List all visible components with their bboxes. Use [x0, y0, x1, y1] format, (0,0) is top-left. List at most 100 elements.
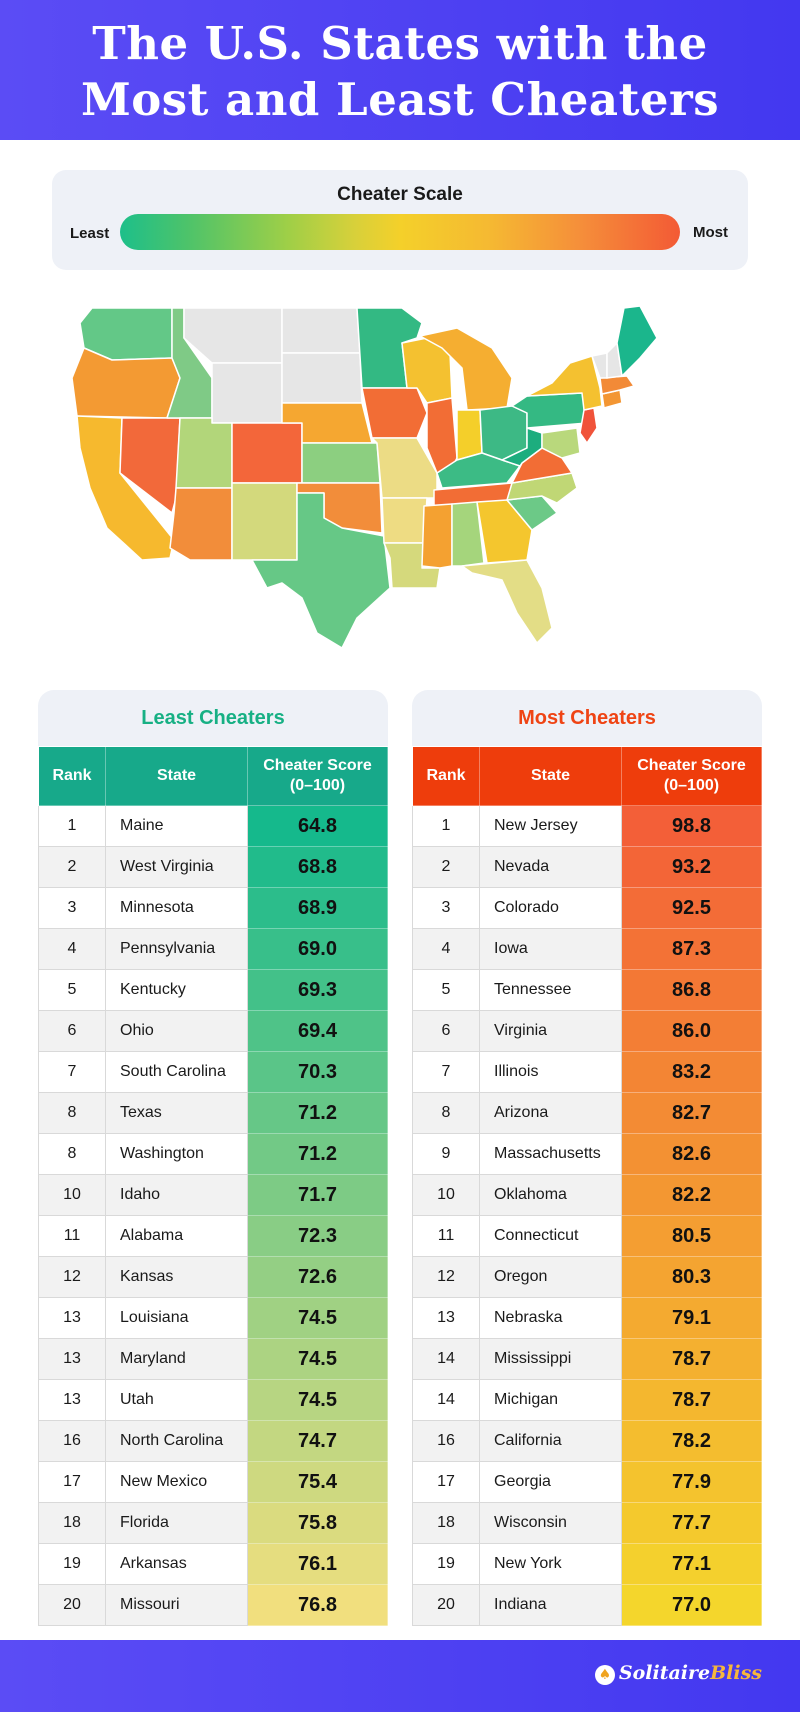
- table-row: 10 Idaho 71.7: [38, 1174, 388, 1216]
- state-kansas: [301, 442, 381, 484]
- state-florida: [461, 559, 553, 644]
- score-cell: 74.7: [247, 1420, 388, 1462]
- rank-cell: 8: [38, 1092, 106, 1134]
- rank-cell: 10: [412, 1174, 480, 1216]
- state-cell: Florida: [105, 1502, 248, 1544]
- rank-cell: 19: [38, 1543, 106, 1585]
- score-column-header: Cheater Score (0–100): [247, 746, 388, 806]
- title-line-2: Most and Least Cheaters: [80, 73, 720, 126]
- state-cell: Texas: [105, 1092, 248, 1134]
- table-row: 13 Louisiana 74.5: [38, 1297, 388, 1339]
- rank-cell: 4: [412, 928, 480, 970]
- table-row: 5 Tennessee 86.8: [412, 969, 762, 1011]
- table-row: 17 Georgia 77.9: [412, 1461, 762, 1503]
- state-arkansas: [381, 497, 428, 544]
- table-row: 14 Mississippi 78.7: [412, 1338, 762, 1380]
- state-georgia: [476, 499, 533, 564]
- score-cell: 74.5: [247, 1379, 388, 1421]
- least-cheaters-panel: Least Cheaters Rank State Cheater Score …: [38, 690, 388, 1626]
- state-cell: Missouri: [105, 1584, 248, 1626]
- score-cell: 78.2: [621, 1420, 762, 1462]
- state-cell: Colorado: [479, 887, 622, 929]
- least-cheaters-heading: Least Cheaters: [38, 690, 388, 746]
- score-header-line-1: Cheater Score: [263, 757, 372, 774]
- table-row: 4 Iowa 87.3: [412, 928, 762, 970]
- state-cell: North Carolina: [105, 1420, 248, 1462]
- rank-column-header: Rank: [412, 746, 480, 806]
- title-banner: The U.S. States with the Most and Least …: [0, 0, 800, 140]
- rank-cell: 18: [412, 1502, 480, 1544]
- rank-cell: 6: [38, 1010, 106, 1052]
- brand-logo: ♠ SolitaireBliss: [594, 1662, 762, 1685]
- state-wyoming: [211, 362, 283, 424]
- table-row: 4 Pennsylvania 69.0: [38, 928, 388, 970]
- state-maine: [616, 305, 658, 377]
- score-cell: 75.4: [247, 1461, 388, 1503]
- state-cell: Illinois: [479, 1051, 622, 1093]
- table-header-row: Rank State Cheater Score (0–100): [38, 746, 388, 806]
- rank-cell: 13: [38, 1379, 106, 1421]
- score-cell: 75.8: [247, 1502, 388, 1544]
- rank-cell: 18: [38, 1502, 106, 1544]
- table-row: 1 Maine 64.8: [38, 805, 388, 847]
- state-cell: Minnesota: [105, 887, 248, 929]
- rank-cell: 3: [38, 887, 106, 929]
- state-cell: Tennessee: [479, 969, 622, 1011]
- score-column-header: Cheater Score (0–100): [621, 746, 762, 806]
- score-cell: 82.7: [621, 1092, 762, 1134]
- state-cell: Oklahoma: [479, 1174, 622, 1216]
- rank-cell: 11: [412, 1215, 480, 1257]
- table-row: 11 Alabama 72.3: [38, 1215, 388, 1257]
- rank-cell: 5: [38, 969, 106, 1011]
- state-column-header: State: [105, 746, 248, 806]
- rank-cell: 7: [38, 1051, 106, 1093]
- rank-cell: 13: [38, 1297, 106, 1339]
- state-cell: South Carolina: [105, 1051, 248, 1093]
- rank-cell: 16: [412, 1420, 480, 1462]
- table-row: 16 California 78.2: [412, 1420, 762, 1462]
- state-column-header: State: [479, 746, 622, 806]
- rank-cell: 14: [412, 1379, 480, 1421]
- state-cell: New Mexico: [105, 1461, 248, 1503]
- state-cell: Mississippi: [479, 1338, 622, 1380]
- state-cell: Oregon: [479, 1256, 622, 1298]
- state-cell: Nebraska: [479, 1297, 622, 1339]
- state-cell: Maryland: [105, 1338, 248, 1380]
- state-south-dakota: [281, 352, 363, 404]
- score-header-line-2: (0–100): [289, 777, 346, 794]
- title-line-1: The U.S. States with the: [92, 17, 708, 70]
- rank-cell: 19: [412, 1543, 480, 1585]
- page-title: The U.S. States with the Most and Least …: [0, 16, 800, 128]
- table-row: 19 New York 77.1: [412, 1543, 762, 1585]
- state-cell: Georgia: [479, 1461, 622, 1503]
- table-row: 1 New Jersey 98.8: [412, 805, 762, 847]
- table-row: 7 South Carolina 70.3: [38, 1051, 388, 1093]
- table-row: 20 Missouri 76.8: [38, 1584, 388, 1626]
- table-row: 12 Kansas 72.6: [38, 1256, 388, 1298]
- score-cell: 80.3: [621, 1256, 762, 1298]
- score-cell: 78.7: [621, 1379, 762, 1421]
- table-row: 13 Utah 74.5: [38, 1379, 388, 1421]
- rank-cell: 17: [38, 1461, 106, 1503]
- state-arizona: [169, 487, 233, 561]
- state-cell: Maine: [105, 805, 248, 847]
- state-colorado: [231, 422, 303, 484]
- rank-cell: 13: [412, 1297, 480, 1339]
- score-cell: 92.5: [621, 887, 762, 929]
- score-cell: 77.0: [621, 1584, 762, 1626]
- scale-most-label: Most: [693, 224, 728, 241]
- rank-cell: 20: [412, 1584, 480, 1626]
- state-cell: Pennsylvania: [105, 928, 248, 970]
- score-cell: 69.0: [247, 928, 388, 970]
- most-cheaters-table: Rank State Cheater Score (0–100) 1 New Je…: [412, 746, 762, 1626]
- state-mississippi: [421, 503, 453, 569]
- score-cell: 69.3: [247, 969, 388, 1011]
- us-choropleth-map: [72, 305, 658, 649]
- state-cell: Michigan: [479, 1379, 622, 1421]
- state-indiana: [456, 409, 483, 461]
- footer-banner: ♠ SolitaireBliss: [0, 1640, 800, 1712]
- state-cell: Nevada: [479, 846, 622, 888]
- score-cell: 79.1: [621, 1297, 762, 1339]
- state-new-mexico: [231, 482, 298, 561]
- score-cell: 77.9: [621, 1461, 762, 1503]
